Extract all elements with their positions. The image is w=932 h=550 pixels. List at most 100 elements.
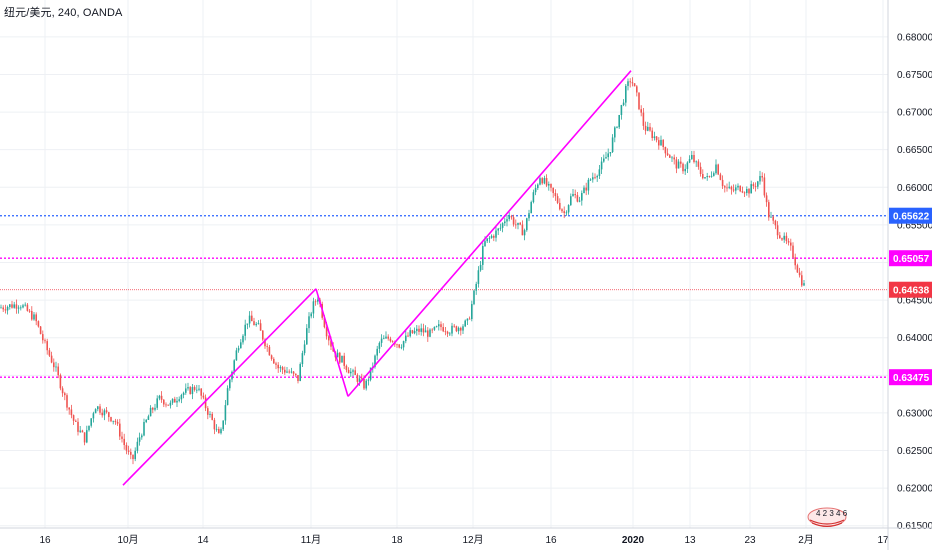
candle-body	[765, 195, 768, 203]
candle-body	[587, 179, 590, 191]
y-tick-label: 0.63000	[897, 408, 932, 419]
candle-body	[286, 371, 288, 373]
candle-body	[680, 161, 682, 164]
x-tick-label: 14	[197, 535, 209, 546]
candle-body	[464, 320, 466, 327]
candle-body	[273, 358, 275, 364]
candle-body	[776, 225, 779, 236]
y-tick-label: 0.64500	[897, 296, 932, 307]
candle-body	[796, 265, 799, 273]
candle-body	[284, 369, 286, 373]
candle-body	[297, 375, 299, 382]
candle-body	[48, 350, 51, 356]
x-tick-label: 13	[684, 535, 696, 546]
candle-body	[697, 161, 700, 167]
interval-label: 240	[57, 7, 77, 19]
candle-body	[83, 432, 86, 443]
candle-body	[147, 416, 150, 420]
candle-body	[732, 189, 735, 191]
candle-body	[730, 186, 733, 190]
candle-body	[614, 127, 616, 138]
candle-body	[746, 189, 748, 193]
candle-body	[607, 153, 609, 158]
candle-body	[761, 176, 763, 178]
candle-body	[108, 412, 110, 418]
candle-body	[13, 304, 15, 308]
candle-body	[521, 224, 524, 236]
candle-body	[185, 388, 187, 393]
trend-line	[315, 288, 349, 397]
horizontal-levels	[0, 215, 888, 378]
candle-body	[299, 364, 301, 382]
candle-body	[125, 445, 128, 451]
candle-body	[202, 395, 205, 398]
trend-line	[347, 70, 632, 397]
candle-body	[105, 410, 108, 413]
candle-body	[556, 196, 559, 203]
y-tick-label: 0.61500	[897, 521, 932, 532]
candle-body	[257, 323, 260, 325]
candle-body	[666, 153, 669, 156]
candle-body	[94, 409, 97, 414]
candle-body	[132, 454, 134, 460]
candle-body	[482, 246, 484, 265]
candle-body	[42, 334, 44, 341]
candle-body	[383, 338, 385, 340]
candle-body	[675, 159, 678, 169]
candle-body	[490, 235, 493, 238]
candle-body	[570, 196, 572, 206]
x-tick-label: 16	[39, 535, 51, 546]
candle-body	[409, 330, 411, 337]
candle-body	[673, 157, 675, 160]
candle-body	[770, 216, 772, 218]
candle-body	[783, 235, 785, 240]
candle-body	[75, 420, 77, 422]
candle-body	[347, 369, 350, 374]
candle-body	[594, 177, 596, 179]
candle-body	[141, 435, 143, 438]
candle-body	[453, 325, 455, 327]
candle-body	[180, 394, 183, 400]
candle-body	[616, 127, 618, 129]
candle-body	[270, 355, 273, 359]
price-labels: 0.65622 0.65057 0.64638 0.63475	[889, 207, 932, 386]
candle-body	[396, 344, 398, 346]
candle-body	[642, 112, 645, 126]
candle-body	[328, 336, 330, 341]
candle-body	[369, 367, 372, 380]
candle-body	[449, 333, 451, 335]
candle-body	[499, 227, 502, 229]
candle-body	[308, 316, 310, 329]
candle-body	[647, 126, 649, 131]
candle-body	[114, 420, 117, 423]
candle-body	[204, 397, 207, 409]
candle-body	[295, 373, 297, 376]
candle-body	[290, 371, 293, 373]
candle-body	[532, 192, 535, 203]
candle-body	[61, 388, 64, 394]
candle-body	[715, 164, 717, 174]
price-level-label-bg	[889, 207, 932, 224]
candle-body	[389, 338, 392, 342]
candle-body	[367, 379, 370, 381]
candle-body	[266, 346, 268, 348]
candle-body	[539, 178, 541, 185]
candle-body	[17, 307, 20, 309]
candle-body	[86, 430, 88, 443]
candle-body	[741, 191, 744, 193]
economic-events-badge[interactable]: 4 2 3 4 6	[806, 506, 852, 528]
candle-body	[123, 438, 125, 446]
candle-body	[523, 230, 526, 236]
candle-body	[55, 366, 57, 368]
candle-body	[655, 136, 658, 141]
candle-body	[121, 436, 123, 439]
x-tick-label: 2月	[798, 534, 814, 546]
candle-body	[189, 387, 191, 394]
candle-body	[90, 418, 92, 426]
candle-body	[710, 175, 713, 177]
candle-body	[336, 352, 339, 358]
candle-body	[801, 275, 803, 286]
candle-body	[457, 327, 460, 332]
candle-body	[363, 378, 365, 389]
